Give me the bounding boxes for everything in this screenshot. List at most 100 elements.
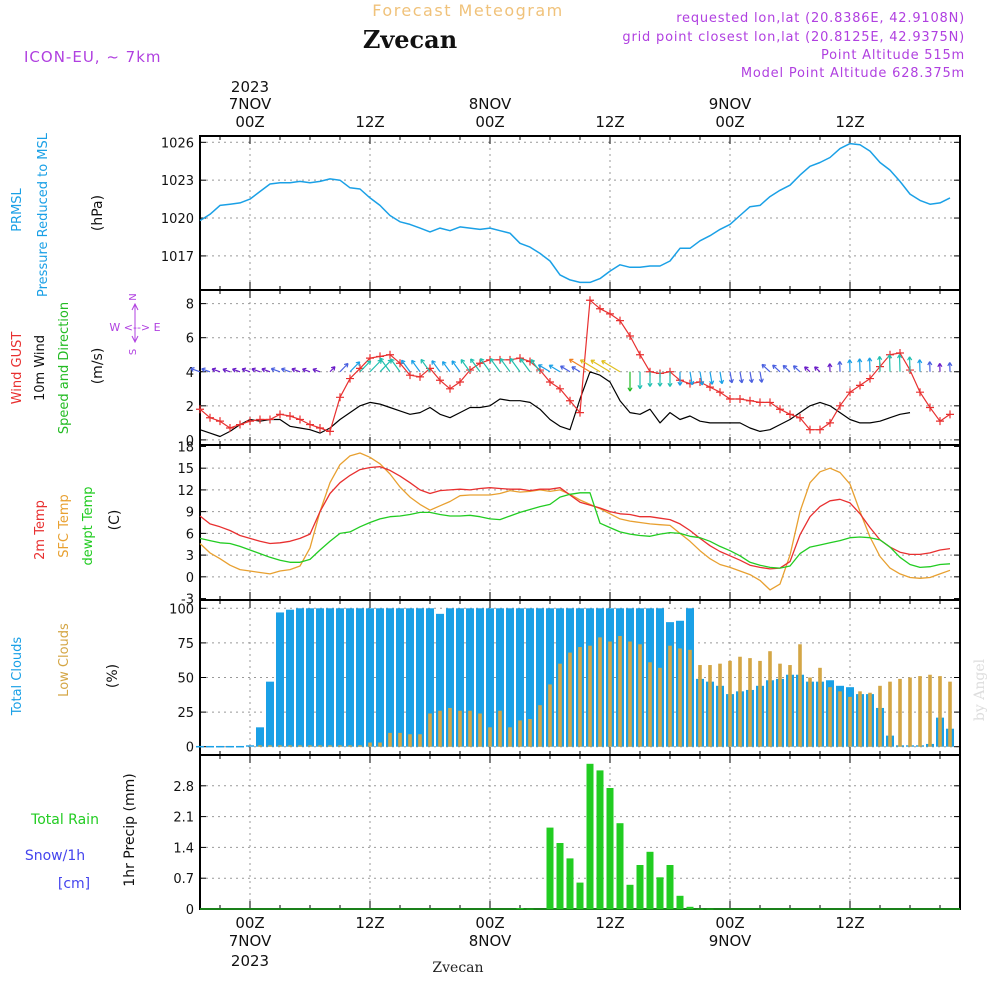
- time-top-label: 00Z: [715, 113, 744, 131]
- wind-dir-arrow: [718, 371, 725, 385]
- wind-dir-arrow: [699, 371, 705, 386]
- time-top-label: 12Z: [835, 113, 864, 131]
- low-cloud-bar: [748, 658, 752, 747]
- wind-dir-arrow: [530, 359, 541, 373]
- panel-2: -3 0 3 6 9 12 15 18: [177, 440, 961, 608]
- total-cloud-bar: [326, 608, 334, 747]
- cloud-labels: Total Clouds Low Clouds (%): [10, 623, 121, 716]
- wind-dir-arrow: [431, 360, 441, 373]
- ytick-label: 50: [177, 672, 194, 687]
- ytick-label: 1026: [161, 136, 194, 151]
- total-cloud-bar: [256, 727, 264, 747]
- wind-labels: Wind GUST 10m Wind Speed and Direction (…: [10, 293, 161, 434]
- total-clouds-label: Total Clouds: [10, 637, 25, 717]
- low-cloud-bar: [898, 678, 902, 747]
- wind-dir-arrow: [312, 367, 321, 373]
- wind-dir-arrow: [627, 371, 633, 392]
- panel-1: 0 2 4 6 8: [186, 289, 961, 449]
- time-bottom-label: 9NOV: [709, 932, 752, 950]
- wind-dir-arrow: [877, 355, 883, 372]
- total-cloud-bar: [296, 608, 304, 747]
- low-cloud-bar: [378, 742, 382, 747]
- panel-3: 0 25 50 75 100: [169, 599, 961, 756]
- low-cloud-bar: [318, 745, 322, 747]
- time-top-label: 8NOV: [469, 95, 512, 113]
- gust-marker: [746, 396, 754, 405]
- wind-dir-arrow: [657, 371, 663, 387]
- rain-bar: [706, 908, 714, 910]
- wind-dir-arrow: [772, 364, 781, 373]
- wind-dir-arrow: [782, 364, 791, 373]
- gust-marker: [766, 398, 774, 407]
- location-title: Zvecan: [363, 25, 457, 54]
- pressure-unit: (hPa): [90, 195, 106, 231]
- low-cloud-bar: [768, 651, 772, 747]
- gust-marker: [386, 350, 394, 359]
- wind-dir-arrow: [847, 359, 853, 372]
- low-cloud-bar: [848, 696, 852, 747]
- ytick-label: 9: [186, 506, 194, 521]
- panel-0: 1017 1020 1023 1026: [161, 135, 961, 291]
- gust-marker: [446, 384, 454, 393]
- wind-dir-arrow: [509, 357, 521, 373]
- low-cloud-bar: [498, 710, 502, 747]
- total-cloud-bar: [376, 608, 384, 747]
- gust-marker: [806, 425, 814, 434]
- rain-bar: [546, 827, 554, 909]
- total-cloud-bar: [476, 608, 484, 747]
- gust-marker: [836, 401, 844, 410]
- total-cloud-bar: [346, 608, 354, 747]
- wind-dir-arrow: [647, 371, 653, 387]
- wind-label: 10m Wind: [33, 335, 48, 401]
- low-clouds-label: Low Clouds: [57, 623, 72, 697]
- wind-dir-arrow: [190, 367, 201, 373]
- ytick-label: -3: [181, 593, 194, 608]
- wind-dir-arrow: [489, 357, 501, 373]
- gust-marker: [406, 371, 414, 380]
- pressure-title: Pressure Reduced to MSL: [36, 132, 51, 297]
- snow-label: Snow/1h: [25, 848, 85, 864]
- gust-marker: [236, 420, 244, 429]
- wind-dir-arrow: [241, 367, 251, 373]
- low-cloud-bar: [288, 745, 292, 747]
- total-cloud-bar: [516, 608, 524, 747]
- rain-bar: [626, 884, 634, 909]
- wind-dir-arrow: [748, 371, 754, 384]
- wind-dir-arrow: [411, 359, 421, 373]
- ytick-label: 2: [186, 400, 194, 415]
- low-cloud-bar: [338, 745, 342, 747]
- ytick-label: 12: [177, 484, 194, 499]
- total-cloud-bar: [306, 608, 314, 747]
- model-name: ICON-EU, ~ 7km: [24, 48, 162, 66]
- wind-dir-arrow: [677, 371, 683, 386]
- total-cloud-bar: [386, 608, 394, 747]
- total-cloud-bar: [316, 608, 324, 747]
- gust-line: [199, 299, 951, 432]
- wind-dir-arrow: [339, 362, 349, 373]
- total-cloud-bar: [466, 608, 474, 747]
- ytick-label: 8: [186, 298, 194, 313]
- gust-marker: [466, 366, 474, 375]
- rain-bar: [596, 770, 604, 909]
- ytick-label: 18: [177, 440, 194, 455]
- wind-dir-arrow: [400, 359, 411, 373]
- wind-dir-arrow: [857, 358, 863, 372]
- dewpt-line: [199, 492, 951, 569]
- wind-dir-arrow: [479, 357, 491, 373]
- wind-dir-arrow: [571, 366, 581, 373]
- ytick-label: 0: [186, 903, 194, 918]
- total-cloud-bar: [266, 681, 274, 747]
- gust-marker: [226, 423, 234, 432]
- low-cloud-bar: [778, 663, 782, 747]
- wind-dir-arrow: [232, 367, 241, 373]
- rain-bar: [636, 865, 644, 909]
- time-top-label: 12Z: [355, 113, 384, 131]
- wind-dir-arrow: [222, 367, 231, 373]
- low-cloud-bar: [608, 641, 612, 747]
- wind-dir-arrow: [379, 357, 391, 373]
- gust-marker: [926, 403, 934, 412]
- total-cloud-bar: [456, 608, 464, 747]
- wind-dir-arrow: [499, 357, 511, 373]
- rain-bar: [576, 882, 584, 909]
